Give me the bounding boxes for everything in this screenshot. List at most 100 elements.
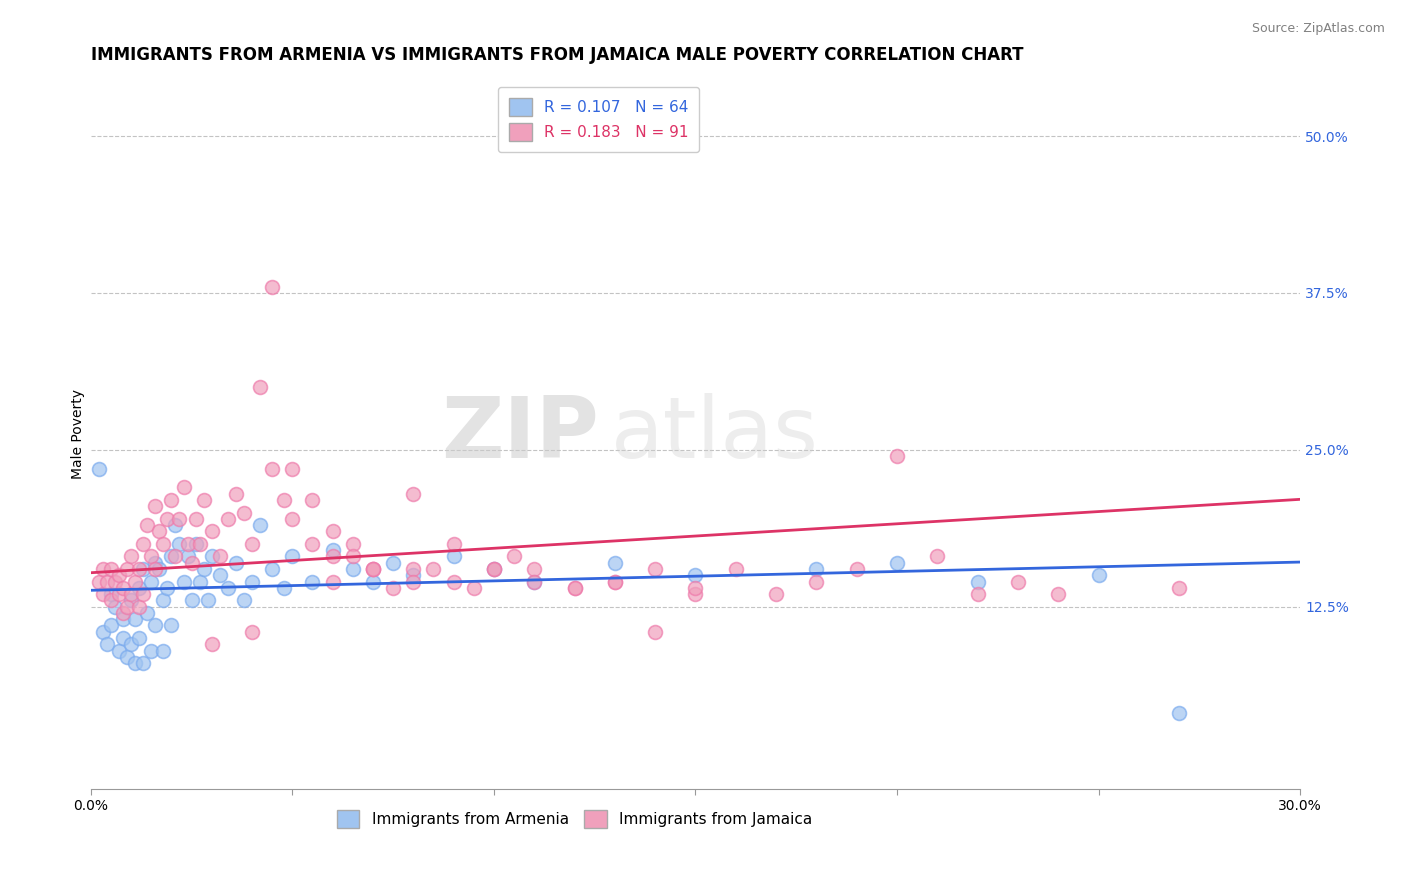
Point [1087, 568, 1109, 582]
Point [233, 593, 256, 607]
Point [482, 562, 505, 576]
Point [1047, 587, 1070, 601]
Point [886, 556, 908, 570]
Point [184, 512, 207, 526]
Point [176, 537, 198, 551]
Point [281, 549, 304, 564]
Point [91, 624, 114, 639]
Point [201, 524, 224, 539]
Point [262, 279, 284, 293]
Point [188, 537, 211, 551]
Point [96, 637, 118, 651]
Point [301, 492, 323, 507]
Point [523, 574, 546, 589]
Point [463, 581, 485, 595]
Point [124, 612, 146, 626]
Point [136, 606, 159, 620]
Point [160, 492, 183, 507]
Point [262, 461, 284, 475]
Point [173, 574, 195, 589]
Point [160, 618, 183, 632]
Point [503, 549, 526, 564]
Point [176, 549, 198, 564]
Point [180, 556, 202, 570]
Point [233, 506, 256, 520]
Text: IMMIGRANTS FROM ARMENIA VS IMMIGRANTS FROM JAMAICA MALE POVERTY CORRELATION CHAR: IMMIGRANTS FROM ARMENIA VS IMMIGRANTS FR… [91, 46, 1024, 64]
Point [108, 587, 131, 601]
Point [180, 593, 202, 607]
Point [322, 574, 344, 589]
Point [100, 593, 122, 607]
Point [201, 549, 224, 564]
Point [148, 524, 170, 539]
Point [156, 512, 179, 526]
Point [112, 581, 135, 595]
Point [124, 656, 146, 670]
Point [564, 581, 586, 595]
Point [100, 562, 122, 576]
Point [685, 587, 707, 601]
Point [1007, 574, 1029, 589]
Point [184, 537, 207, 551]
Point [361, 562, 384, 576]
Point [765, 587, 787, 601]
Point [273, 581, 295, 595]
Text: Source: ZipAtlas.com: Source: ZipAtlas.com [1251, 22, 1385, 36]
Point [685, 581, 707, 595]
Point [301, 574, 323, 589]
Point [422, 562, 444, 576]
Point [685, 568, 707, 582]
Point [143, 562, 166, 576]
Point [361, 562, 384, 576]
Point [806, 562, 828, 576]
Point [165, 549, 187, 564]
Point [136, 518, 159, 533]
Point [482, 562, 505, 576]
Point [188, 574, 211, 589]
Point [564, 581, 586, 595]
Point [217, 512, 239, 526]
Point [115, 562, 138, 576]
Point [322, 524, 344, 539]
Point [225, 486, 247, 500]
Point [927, 549, 949, 564]
Y-axis label: Male Poverty: Male Poverty [72, 389, 86, 479]
Point [112, 612, 135, 626]
Point [402, 574, 425, 589]
Point [141, 574, 163, 589]
Point [100, 587, 122, 601]
Point [120, 549, 142, 564]
Point [724, 562, 747, 576]
Point [169, 537, 191, 551]
Point [128, 599, 150, 614]
Point [193, 492, 215, 507]
Text: atlas: atlas [610, 392, 818, 475]
Point [91, 587, 114, 601]
Point [301, 537, 323, 551]
Point [87, 574, 110, 589]
Point [143, 556, 166, 570]
Point [342, 549, 364, 564]
Point [156, 581, 179, 595]
Point [112, 606, 135, 620]
Point [443, 574, 465, 589]
Point [112, 631, 135, 645]
Point [132, 562, 155, 576]
Point [141, 643, 163, 657]
Point [240, 574, 263, 589]
Point [322, 549, 344, 564]
Point [96, 574, 118, 589]
Text: ZIP: ZIP [441, 392, 599, 475]
Point [845, 562, 868, 576]
Point [523, 574, 546, 589]
Point [152, 643, 174, 657]
Point [148, 562, 170, 576]
Point [322, 543, 344, 558]
Point [1168, 581, 1191, 595]
Point [225, 556, 247, 570]
Point [208, 549, 231, 564]
Point [342, 562, 364, 576]
Point [402, 562, 425, 576]
Point [193, 562, 215, 576]
Point [128, 631, 150, 645]
